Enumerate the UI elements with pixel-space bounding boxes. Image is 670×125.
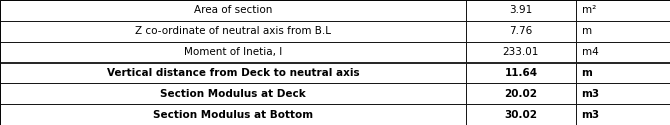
Text: Section Modulus at Bottom: Section Modulus at Bottom (153, 110, 313, 120)
Bar (466, 104, 576, 125)
Text: m: m (582, 68, 592, 78)
Bar (0, 21, 466, 42)
Bar (576, 104, 670, 125)
Bar (576, 62, 670, 83)
Text: Z co-ordinate of neutral axis from B.L: Z co-ordinate of neutral axis from B.L (135, 26, 331, 36)
Bar (576, 42, 670, 62)
Bar (466, 21, 576, 42)
Bar (466, 0, 576, 21)
Text: m4: m4 (582, 47, 598, 57)
Bar (0, 104, 466, 125)
Bar (576, 0, 670, 21)
Bar (466, 83, 576, 104)
Text: 7.76: 7.76 (509, 26, 533, 36)
Text: Vertical distance from Deck to neutral axis: Vertical distance from Deck to neutral a… (107, 68, 359, 78)
Text: 3.91: 3.91 (509, 5, 533, 15)
Text: 11.64: 11.64 (505, 68, 537, 78)
Text: 233.01: 233.01 (502, 47, 539, 57)
Text: m²: m² (582, 5, 596, 15)
Text: Section Modulus at Deck: Section Modulus at Deck (160, 89, 306, 99)
Text: Moment of Inetia, I: Moment of Inetia, I (184, 47, 282, 57)
Bar (0, 62, 466, 83)
Bar (466, 42, 576, 62)
Bar (0, 83, 466, 104)
Bar (0, 0, 466, 21)
Bar (0, 42, 466, 62)
Bar (576, 83, 670, 104)
Text: m3: m3 (582, 110, 600, 120)
Text: 30.02: 30.02 (505, 110, 537, 120)
Bar (576, 21, 670, 42)
Text: m3: m3 (582, 89, 600, 99)
Bar (466, 62, 576, 83)
Text: m: m (582, 26, 592, 36)
Text: 20.02: 20.02 (505, 89, 537, 99)
Text: Area of section: Area of section (194, 5, 272, 15)
